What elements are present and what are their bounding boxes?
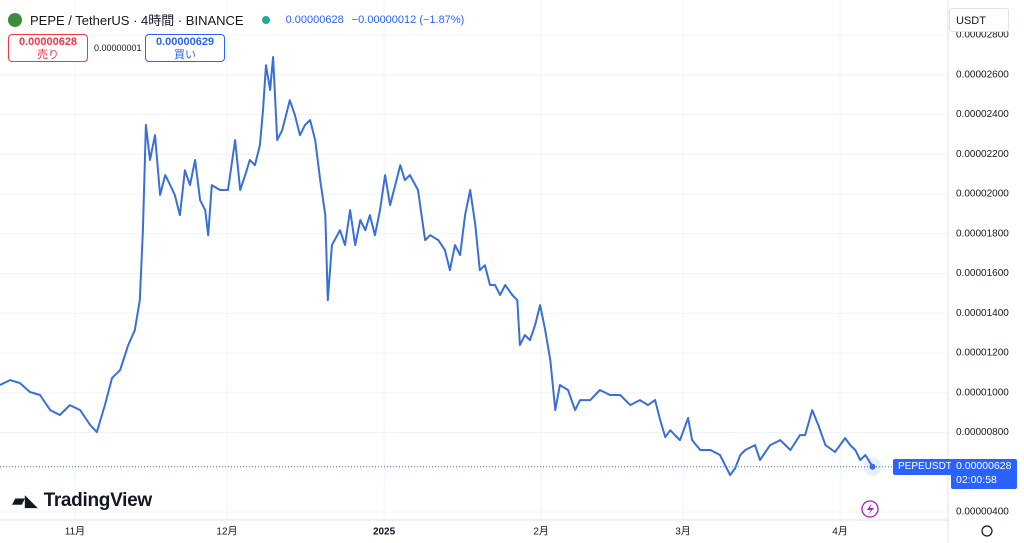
y-tick-label: 0.00002600 bbox=[956, 69, 1009, 80]
settings-icon[interactable] bbox=[981, 525, 993, 537]
header: PEPE / TetherUS · 4時間 · BINANCE 0.000006… bbox=[8, 10, 464, 29]
x-tick-label: 2025 bbox=[373, 527, 396, 538]
x-tick-label: 3月 bbox=[675, 526, 691, 538]
market-status bbox=[261, 15, 270, 24]
y-tick-label: 0.00002400 bbox=[956, 109, 1009, 120]
last-price: 0.00000628 bbox=[956, 460, 1012, 472]
x-tick-label: 2月 bbox=[533, 526, 549, 538]
header-price: 0.00000628 bbox=[285, 13, 344, 26]
y-tick-label: 0.00001600 bbox=[956, 268, 1009, 279]
x-tick-label: 11月 bbox=[65, 526, 85, 538]
buy-price: 0.00000629 bbox=[155, 36, 215, 48]
header-change: −0.00000012 (−1.87%) bbox=[351, 13, 465, 26]
y-tick-label: 0.00002200 bbox=[956, 149, 1009, 160]
symbol-label: PEPEUSDT bbox=[893, 459, 957, 475]
y-tick-label: 0.00002800 bbox=[956, 30, 1009, 41]
x-tick-label: 12月 bbox=[216, 526, 237, 538]
symbol-title[interactable]: PEPE / TetherUS · 4時間 · BINANCE bbox=[30, 13, 244, 28]
y-tick-label: 0.00000800 bbox=[956, 427, 1009, 438]
alert-bolt bbox=[867, 503, 874, 515]
symbol-logo bbox=[8, 12, 22, 27]
x-tick-label: 4月 bbox=[832, 526, 848, 538]
countdown: 02:00:58 bbox=[956, 474, 997, 486]
alert-icon[interactable] bbox=[861, 500, 879, 518]
y-tick-label: 0.00000400 bbox=[956, 507, 1009, 518]
buy-label: 買い bbox=[174, 49, 196, 61]
spread: 0.00000001 bbox=[94, 43, 142, 53]
last-point bbox=[869, 463, 876, 470]
sell-label: 売り bbox=[37, 49, 59, 61]
y-tick-label: 0.00001400 bbox=[956, 308, 1009, 319]
y-tick-label: 0.00002000 bbox=[956, 189, 1009, 200]
price-line bbox=[0, 56, 874, 477]
price-label: 0.00000628 02:00:58 bbox=[951, 459, 1017, 489]
brand-text: TradingView bbox=[43, 490, 153, 511]
brand-mark: ▰◣ bbox=[12, 491, 38, 510]
sell-button[interactable]: 0.00000628 売り bbox=[8, 34, 88, 62]
buy-button[interactable]: 0.00000629 買い bbox=[145, 34, 225, 62]
y-tick-label: 0.00001000 bbox=[956, 387, 1009, 398]
sell-price: 0.00000628 bbox=[18, 36, 78, 48]
currency-select[interactable]: USDT bbox=[949, 8, 1009, 32]
y-tick-label: 0.00001800 bbox=[956, 228, 1009, 239]
y-tick-label: 0.00001200 bbox=[956, 348, 1009, 359]
brand: ▰◣ TradingView bbox=[12, 490, 152, 512]
